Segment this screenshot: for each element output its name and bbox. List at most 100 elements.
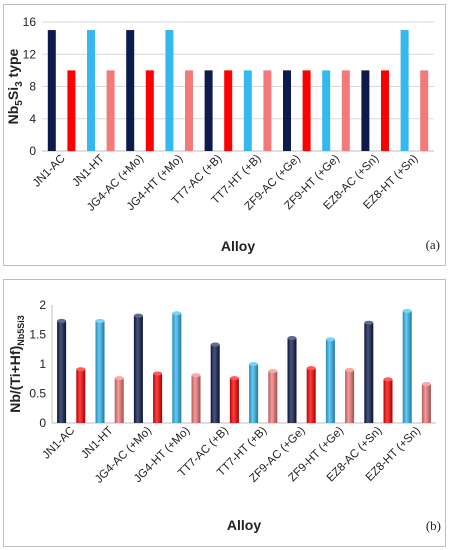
bar-top <box>57 318 67 323</box>
bar <box>133 313 143 423</box>
bar-body <box>268 371 278 423</box>
bar-top <box>153 371 163 376</box>
bar-body <box>383 379 393 423</box>
chart-a-x-axis-label: Alloy <box>221 238 255 254</box>
bar <box>268 369 278 423</box>
chart-panel-a: 0 4 8 12 16 JN1-AC JN1-HT JG4-AC (+Mo) JG4-HT (… <box>3 4 446 266</box>
bar-body <box>345 369 355 423</box>
bar <box>95 318 105 423</box>
bar <box>76 367 86 423</box>
bar <box>420 70 429 151</box>
bar-body <box>114 378 124 423</box>
bar-top <box>133 313 143 318</box>
bar-top <box>383 377 393 382</box>
bar-top <box>268 369 278 374</box>
bar-top <box>402 308 412 313</box>
bar-top <box>210 342 220 347</box>
bar <box>345 367 355 423</box>
bar <box>287 336 297 423</box>
bar-top <box>345 367 355 372</box>
bar-body <box>95 320 105 423</box>
y-tick-label: 12 <box>23 47 37 61</box>
bar-top <box>287 336 297 341</box>
chart-b-y-axis-label: Nb/(Ti+Hf)Nb5Si3 <box>7 315 26 413</box>
chart-a-panel-label: (a) <box>426 237 440 252</box>
bar <box>47 30 56 151</box>
bar-top <box>95 318 105 323</box>
bar-top <box>364 320 374 325</box>
bar <box>402 308 412 423</box>
y-tick-label: 2 <box>39 298 46 312</box>
bar <box>341 70 350 151</box>
bar <box>306 366 316 423</box>
y-tick-label: 0 <box>39 416 46 430</box>
bar <box>191 373 201 423</box>
bar <box>325 337 335 423</box>
bar-body <box>133 315 143 423</box>
chart-panel-b: 0 0.5 1 1.5 2 JN1-AC JN1-HT JG4-AC (+Mo) JG4-HT… <box>3 279 446 547</box>
y-tick-label: 4 <box>29 112 36 126</box>
bar-top <box>76 367 86 372</box>
bar <box>67 70 76 151</box>
bar <box>364 320 374 423</box>
bar-top <box>191 373 201 378</box>
bar <box>145 70 154 151</box>
y-tick-label: 16 <box>23 15 37 29</box>
bar-body <box>172 313 182 423</box>
bar-body <box>364 322 374 423</box>
bar <box>421 382 431 423</box>
bar <box>172 311 182 423</box>
bar <box>263 70 272 151</box>
chart-a-y-axis-label: Nb5Si3 type <box>5 48 25 124</box>
y-tick-label: 1.5 <box>29 328 46 342</box>
bar-top <box>325 337 335 342</box>
chart-b-panel-label: (b) <box>426 518 441 533</box>
bar-top <box>306 366 316 371</box>
bar <box>165 30 174 151</box>
bar <box>322 70 331 151</box>
bar <box>283 70 291 151</box>
y-tick-label: 1 <box>39 357 46 371</box>
bar <box>57 318 67 423</box>
bar-body <box>153 373 163 423</box>
y-tick-label: 0 <box>29 144 36 158</box>
bar-body <box>287 338 297 423</box>
bar-body <box>325 339 335 423</box>
bar-body <box>76 369 86 423</box>
bar <box>204 70 213 151</box>
bar <box>400 30 409 151</box>
chart-b-x-axis-label: Alloy <box>227 517 261 533</box>
bar-top <box>229 376 239 381</box>
bar-body <box>210 344 220 423</box>
bar <box>249 362 259 423</box>
bar <box>361 70 370 151</box>
bar <box>224 70 233 151</box>
bar-body <box>57 320 67 423</box>
x-tick-label: JN1-AC <box>40 425 77 462</box>
x-tick-label: JN1-AC <box>31 153 68 190</box>
bar <box>153 371 163 423</box>
bar-body <box>191 375 201 423</box>
bar <box>106 70 115 151</box>
y-tick-label: 0.5 <box>29 387 46 401</box>
bar-body <box>402 310 412 423</box>
bar <box>87 30 95 151</box>
bar-top <box>249 362 259 366</box>
bar-top <box>114 376 124 381</box>
bar <box>126 30 135 151</box>
bar <box>210 342 220 423</box>
bar-body <box>249 364 259 423</box>
bar-body <box>306 368 316 423</box>
bar <box>243 70 252 151</box>
bar <box>185 70 193 151</box>
bar <box>114 376 124 423</box>
bar-top <box>421 382 431 387</box>
bar <box>229 376 239 423</box>
bar <box>302 70 311 151</box>
y-tick-label: 8 <box>29 80 36 94</box>
bar-body <box>229 378 239 423</box>
bar-body <box>421 384 431 423</box>
bar <box>381 70 389 151</box>
